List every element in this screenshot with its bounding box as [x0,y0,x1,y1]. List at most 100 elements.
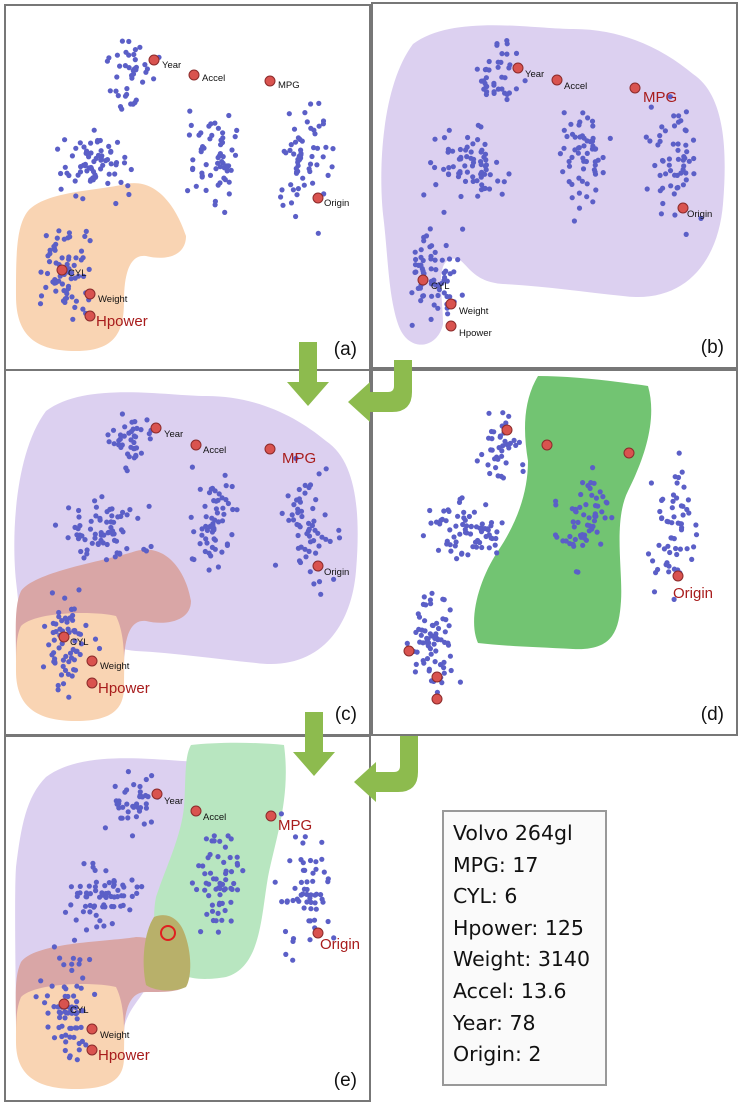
scatter-point [600,494,606,500]
scatter-point [208,486,214,492]
label-origin: Origin [687,209,712,220]
scatter-point [593,513,599,519]
scatter-point [413,661,419,667]
scatter-point [106,55,112,61]
scatter-point [475,193,481,199]
scatter-point [69,967,75,973]
scatter-point [478,187,485,193]
scatter-point [208,553,214,559]
scatter-point [316,471,322,477]
scatter-point [279,899,285,905]
scatter-point [108,149,114,155]
scatter-point [461,515,467,521]
scatter-point [73,298,79,304]
scatter-point [279,187,285,193]
scatter-point [272,562,279,568]
scatter-point [199,532,205,538]
scatter-point [566,158,572,165]
node-origin [312,927,324,939]
scatter-point [240,868,246,874]
scatter-point [300,860,306,866]
scatter-point [471,156,477,162]
scatter-point [446,623,452,629]
scatter-point [221,859,227,865]
scatter-point [668,183,674,189]
scatter-point [139,794,145,800]
scatter-point [590,135,596,141]
scatter-point [141,821,147,827]
scatter-point [569,154,575,160]
scatter-point [194,886,200,893]
scatter-point [422,618,428,624]
scatter-point [504,96,510,103]
scatter-point [148,543,154,550]
scatter-point [87,909,93,915]
scatter-point [62,164,68,170]
scatter-point [84,551,90,557]
scatter-point [108,161,114,167]
scatter-point [223,877,229,883]
scatter-point [683,231,689,237]
scatter-point [284,899,290,905]
scatter-point [78,1024,84,1030]
scatter-point [59,618,65,624]
scatter-point [295,159,301,165]
scatter-point [447,271,453,277]
scatter-point [440,616,446,622]
scatter-point [124,86,130,92]
scatter-point [435,625,442,632]
scatter-point [429,622,435,628]
scatter-point [683,142,689,148]
scatter-point [575,150,581,156]
scatter-point [427,597,433,603]
scatter-point [306,548,312,554]
scatter-point [125,183,131,189]
scatter-point [307,569,313,575]
scatter-point [225,500,231,507]
scatter-point [553,502,559,508]
scatter-point [494,159,500,165]
scatter-point [110,883,116,889]
scatter-point [87,526,94,532]
scatter-point [207,172,214,178]
scatter-point [457,531,463,537]
scatter-point [83,894,89,900]
scatter-point [126,65,132,71]
info-accel: Accel: 13.6 [453,978,567,1003]
scatter-point [62,137,68,143]
scatter-point [99,494,105,500]
scatter-point [671,113,677,119]
scatter-point [73,255,79,261]
scatter-point [657,188,663,194]
scatter-point [124,801,130,807]
scatter-point [106,439,112,445]
scatter-point [429,293,435,299]
scatter-point [495,456,501,462]
scatter-point [470,178,476,184]
scatter-point [228,918,234,924]
scatter-point [213,166,219,172]
scatter-point [470,174,476,180]
scatter-point [520,468,526,474]
scatter-point [325,172,331,178]
scatter-point [292,834,299,840]
scatter-point [129,877,135,883]
scatter-point [44,993,51,999]
scatter-point [416,262,422,268]
scatter-point [78,641,85,647]
scatter-point [50,629,56,636]
scatter-point [464,154,470,160]
scatter-point [81,144,87,150]
scatter-point [285,493,291,499]
scatter-point [44,270,51,277]
scatter-point [221,887,227,893]
scatter-point [310,180,316,186]
scatter-point [279,510,285,516]
scatter-point [204,540,210,546]
scatter-point [569,195,575,201]
scatter-point [217,892,223,898]
scatter-point [45,253,51,259]
scatter-point [196,863,202,869]
scatter-point [289,512,295,518]
scatter-point [313,859,319,865]
